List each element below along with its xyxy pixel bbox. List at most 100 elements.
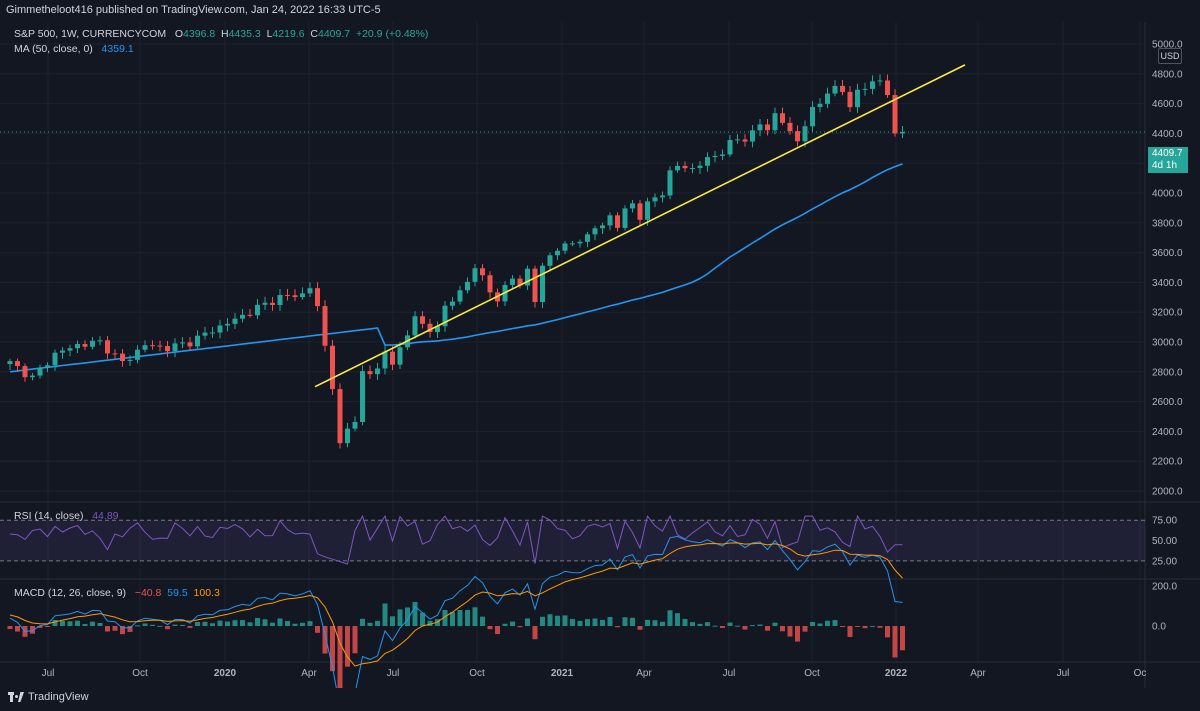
grid <box>0 22 1145 662</box>
x-tick-label: 2021 <box>551 668 574 679</box>
candle-body <box>67 348 73 351</box>
macd-histogram-bar <box>592 618 598 626</box>
macd-histogram-bar <box>480 616 485 626</box>
candle-body <box>7 361 13 365</box>
candle-body <box>52 352 58 366</box>
macd-histogram-bar <box>832 620 838 626</box>
candle-body <box>217 325 223 333</box>
candle-body <box>577 241 583 244</box>
macd-histogram-bar <box>780 626 785 632</box>
candle-body <box>165 346 170 352</box>
currency-badge[interactable]: USD <box>1158 48 1182 64</box>
tradingview-logo-icon <box>8 692 24 702</box>
candle-body <box>352 421 358 429</box>
macd-histogram-bar <box>352 626 358 654</box>
candle-body <box>562 243 568 251</box>
macd-histogram-bar <box>787 626 793 637</box>
candle-body <box>802 126 808 142</box>
rsi-axis-label: 50.00 <box>1152 536 1177 547</box>
candle-body <box>390 351 395 365</box>
macd-histogram-bar <box>817 623 823 626</box>
candle-body <box>300 293 305 298</box>
candle-body <box>187 342 193 347</box>
symbol-name: S&P 500, 1W, CURRENCYCOM <box>14 28 167 40</box>
bar-countdown: 4d 1h <box>1152 160 1178 171</box>
macd-histogram-bar <box>360 618 365 626</box>
candle-body <box>645 201 650 220</box>
macd-histogram-bar <box>547 614 553 626</box>
x-tick-label: Oc <box>1134 668 1147 679</box>
candle-body <box>555 250 560 256</box>
candle-body <box>832 85 838 94</box>
macd-histogram-bar <box>142 623 148 626</box>
macd-histogram-bar <box>690 622 695 626</box>
candle-body <box>795 131 800 142</box>
macd-histogram-bar <box>825 620 830 626</box>
candle-body <box>720 154 725 156</box>
axes: 5000.04800.04600.04400.04200.04000.03800… <box>42 40 1183 680</box>
macd-histogram-bar <box>157 625 163 627</box>
macd-histogram-bar <box>105 626 110 632</box>
candle-body <box>15 361 20 367</box>
candle-body <box>877 80 883 82</box>
candle-body <box>607 215 613 226</box>
candle-body <box>90 340 95 347</box>
candle-body <box>255 304 260 316</box>
low-label: L <box>266 28 273 40</box>
candle-body <box>690 167 695 169</box>
signal-line <box>9 542 903 667</box>
y-tick-label: 3200.0 <box>1152 308 1183 319</box>
macd-histogram-bar <box>877 626 883 628</box>
chart-area[interactable]: 5000.04800.04600.04400.04200.04000.03800… <box>0 22 1200 688</box>
macd-histogram-bar <box>187 626 193 628</box>
macd-histogram-bar <box>900 626 905 651</box>
macd-histogram-bar <box>127 626 133 632</box>
candle-body <box>127 359 133 362</box>
macd-histogram-bar <box>712 625 718 627</box>
candle-body <box>810 107 815 127</box>
macd-histogram-bar <box>37 626 43 628</box>
candle-body <box>705 157 710 166</box>
candle-body <box>322 306 328 346</box>
candle-body <box>232 318 238 324</box>
macd-histogram-bar <box>892 626 898 658</box>
macd-histogram-bar <box>150 624 155 626</box>
macd-histogram-bar <box>30 626 35 634</box>
macd-pane <box>7 535 905 688</box>
macd-histogram-bar <box>682 618 688 626</box>
y-tick-label: 4000.0 <box>1152 189 1183 200</box>
macd-histogram-bar <box>555 615 560 626</box>
trendline <box>314 64 966 388</box>
tradingview-logo[interactable]: TradingView <box>8 691 89 703</box>
trendline-layer <box>314 64 966 388</box>
macd-histogram-bar <box>502 623 508 626</box>
candle-body <box>180 342 185 344</box>
macd-histogram-bar <box>637 626 643 630</box>
legend-ma-row: MA (50, close, 0) 4359.1 <box>14 43 134 55</box>
candle-body <box>547 255 553 266</box>
y-tick-label: 3000.0 <box>1152 338 1183 349</box>
macd-histogram-bar <box>652 620 658 626</box>
macd-histogram-bar <box>315 626 320 633</box>
candle-body <box>712 155 718 158</box>
macd-histogram-bar <box>97 622 103 626</box>
candle-body <box>472 268 478 282</box>
macd-histogram-bar <box>225 621 230 626</box>
legend-rsi-row: RSI (14, close) 44.89 <box>14 510 119 522</box>
candle-body <box>570 243 575 245</box>
candle-body <box>120 353 125 362</box>
macd-histogram-bar <box>75 620 80 626</box>
macd-histogram-bar <box>292 623 298 626</box>
macd-label: MACD (12, 26, close, 9) <box>14 587 127 599</box>
candle-body <box>285 294 290 296</box>
macd-histogram-bar <box>855 626 860 627</box>
price-chart-svg[interactable]: 5000.04800.04600.04400.04200.04000.03800… <box>0 22 1200 688</box>
macd-value-1: −40.8 <box>134 587 162 599</box>
candle-body <box>420 316 425 324</box>
y-tick-label: 2000.0 <box>1152 487 1183 498</box>
macd-histogram-bar <box>82 623 88 626</box>
candle-body <box>750 130 755 142</box>
macd-histogram-bar <box>195 621 200 626</box>
candle-body <box>480 268 485 276</box>
macd-histogram-bar <box>735 625 740 627</box>
